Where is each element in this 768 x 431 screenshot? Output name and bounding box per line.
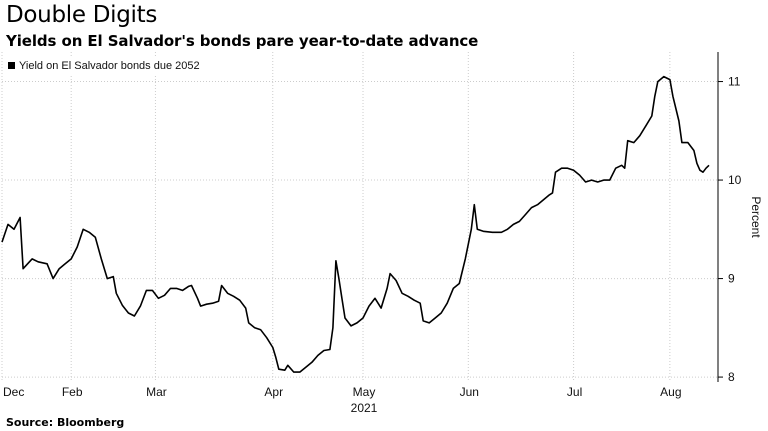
axis-layer: 8 9 10 11 Dec Feb Mar Apr May Jun Jul Aug 2021 Percen… [3,52,763,415]
grid-layer [1,52,718,382]
series-line [1,75,710,373]
legend-background [4,56,222,76]
x-tick-label: Jul [567,385,582,399]
y-tick-label: 9 [728,272,735,286]
x-tick-label: Dec [3,385,24,399]
source-note: Source: Bloomberg [6,416,125,429]
y-axis-label: Percent [749,196,763,238]
x-tick-label: Feb [62,385,83,399]
x-tick-label: Aug [660,385,681,399]
legend: Yield on El Salvador bonds due 2052 [4,56,222,76]
x-tick-label: May [353,385,376,399]
y-tick-label: 11 [728,75,741,89]
y-tick-label: 10 [728,173,742,187]
chart-subtitle: Yields on El Salvador's bonds pare year-… [6,32,479,50]
x-tick-label: Jun [460,385,479,399]
x-tick-label: Mar [146,385,167,399]
series-layer [1,75,710,373]
x-tick-label: Apr [264,385,283,399]
legend-swatch [8,62,15,69]
x-year-label: 2021 [351,401,378,415]
chart-title: Double Digits [6,2,158,28]
y-tick-label: 8 [728,370,735,384]
legend-label: Yield on El Salvador bonds due 2052 [19,60,200,72]
